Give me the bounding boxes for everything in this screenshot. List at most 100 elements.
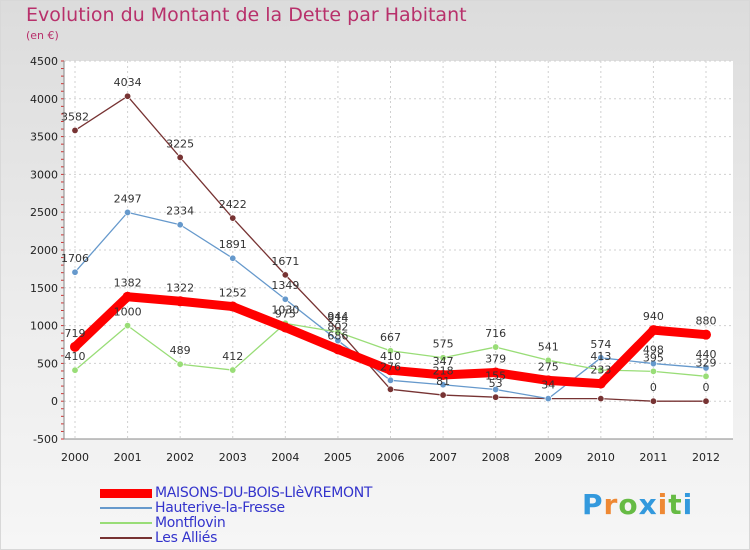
data-point [122,291,133,302]
legend-swatch [100,507,152,509]
data-label: 880 [696,315,717,328]
data-point [176,221,184,229]
data-label: 2422 [219,198,247,211]
x-tick-label: 2003 [219,451,247,464]
data-label: 1030 [271,303,299,316]
data-point [124,322,132,330]
data-label: 347 [433,355,454,368]
data-point [332,344,343,355]
data-label: 412 [222,350,243,363]
data-label: 1000 [114,306,142,319]
data-point [438,369,449,380]
data-point [229,214,237,222]
data-label: 81 [436,375,450,388]
data-point [71,126,79,134]
data-label: 440 [696,348,717,361]
data-label: 1349 [271,279,299,292]
data-label: 575 [433,338,454,351]
data-point [597,395,605,403]
data-point [386,376,394,384]
data-point [544,356,552,364]
data-point [281,271,289,279]
data-point [334,328,342,336]
data-label: 975 [275,307,296,320]
data-label: 914 [327,312,348,325]
data-label: 155 [485,369,506,382]
chart-title: Evolution du Montant de la Dette par Hab… [26,4,467,26]
data-label: 3582 [61,110,89,123]
data-point [597,354,605,362]
proxiti-logo: Proxiti [582,488,693,521]
data-point [492,343,500,351]
data-point [492,393,500,401]
data-label: 329 [696,356,717,369]
data-point [649,397,657,405]
data-point [543,375,554,386]
data-label: 233 [590,364,611,377]
data-label: 379 [485,353,506,366]
data-label: 395 [643,351,664,364]
data-label: 34 [541,379,555,392]
data-label: 489 [170,344,191,357]
data-label: 3225 [166,137,194,150]
data-point [176,153,184,161]
data-point [701,329,711,340]
data-label: 940 [643,310,664,323]
data-point [175,296,186,307]
logo-letter: x [638,488,658,521]
data-label: 2497 [114,192,142,205]
legend-label: Les Alliés [155,530,218,546]
data-point [281,295,289,303]
y-tick-label: 4000 [30,93,58,106]
data-label: 4034 [114,76,142,89]
data-label: 498 [643,344,664,357]
data-point [490,367,501,378]
logo-letter: i [682,488,694,521]
x-tick-label: 2010 [587,451,615,464]
data-point [439,381,447,389]
data-label: 53 [489,377,503,390]
data-label: 667 [380,331,401,344]
data-label: 1671 [271,255,299,268]
data-label: 413 [590,350,611,363]
data-label: 0 [650,381,657,394]
data-label: 2334 [166,205,194,218]
data-point [229,254,237,262]
data-label: 1382 [114,277,142,290]
data-label: 410 [380,350,401,363]
data-label: 0 [703,381,710,394]
x-tick-label: 2002 [166,451,194,464]
y-tick-label: 2000 [30,244,58,257]
data-label: 686 [327,329,348,342]
data-point [70,341,80,352]
x-tick-label: 2006 [377,451,405,464]
y-tick-label: -500 [33,433,58,446]
y-tick-label: 1500 [30,282,58,295]
data-point [71,366,79,374]
logo-letter: t [668,488,683,521]
chart-subtitle: (en €) [26,29,59,42]
data-point [439,354,447,362]
data-label: 802 [327,321,348,334]
data-label: 275 [538,360,559,373]
data-point [544,395,552,403]
data-point [702,364,710,372]
legend-label: Hauterive-la-Fresse [155,500,285,516]
data-point [386,347,394,355]
legend-swatch [100,537,152,539]
x-tick-label: 2011 [639,451,667,464]
data-point [385,365,396,376]
logo-letter: i [657,488,669,521]
x-tick-label: 2000 [61,451,89,464]
x-tick-label: 2008 [482,451,510,464]
x-tick-label: 2005 [324,451,352,464]
legend-label: MAISONS-DU-BOIS-LIèVREMONT [155,485,373,501]
y-tick-label: 0 [51,395,58,408]
y-tick-label: 500 [37,357,58,370]
legend-swatch [100,488,152,498]
x-tick-label: 2001 [114,451,142,464]
x-tick-label: 2004 [271,451,299,464]
y-tick-label: 2500 [30,206,58,219]
data-point [702,397,710,405]
